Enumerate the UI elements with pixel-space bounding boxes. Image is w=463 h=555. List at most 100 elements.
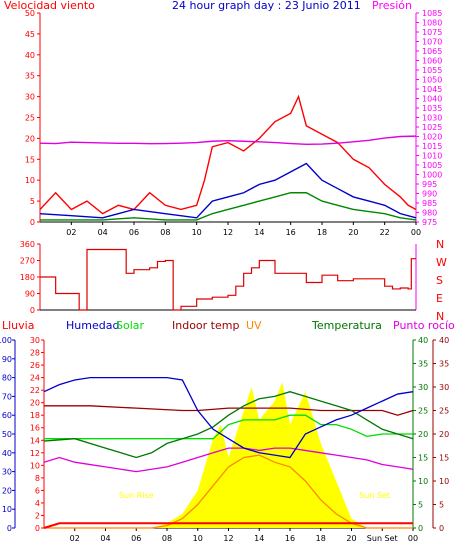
uv-label: UV xyxy=(246,319,262,332)
humidity-tick-label: 40 xyxy=(2,449,12,458)
wind-direction-chart: 0 90 180 270 360 xyxy=(20,240,417,315)
dir-letter-w: W xyxy=(436,256,447,269)
left-tick-label: 30 xyxy=(25,93,35,102)
x-tick-label: 16 xyxy=(285,534,295,543)
right-tick-label: 990 xyxy=(422,190,437,199)
x-tick-label: 02 xyxy=(66,228,76,237)
right-red-tick-label: 25 xyxy=(439,407,449,416)
right-tick-label: 1040 xyxy=(422,95,442,104)
x-tick-label: 20 xyxy=(348,228,358,237)
right-green-tick-label: 25 xyxy=(418,407,428,416)
right-green-tick-label: 0 xyxy=(418,524,423,533)
x-tick-label: 08 xyxy=(162,534,172,543)
x-tick-label: 08 xyxy=(160,228,170,237)
humidity-tick-label: 50 xyxy=(2,430,12,439)
left-tick-label: 0 xyxy=(30,306,35,315)
x-tick-label: 18 xyxy=(317,228,327,237)
humidity-tick-label: 100 xyxy=(0,336,12,345)
left-tick-label: 0 xyxy=(30,218,35,227)
temp-tick-label: 0 xyxy=(35,524,40,533)
humidity-tick-label: 80 xyxy=(2,374,12,383)
right-green-tick-label: 15 xyxy=(418,454,428,463)
x-tick-label: 10 xyxy=(192,228,202,237)
right-tick-label: 1075 xyxy=(422,28,442,37)
x-tick-label: 22 xyxy=(380,228,390,237)
x-tick-label: 10 xyxy=(193,534,203,543)
right-green-tick-label: 10 xyxy=(418,477,428,486)
temp-tick-label: 28 xyxy=(30,349,40,358)
right-tick-label: 1005 xyxy=(422,161,442,170)
right-red-tick-label: 40 xyxy=(439,336,449,345)
x-tick-label: 04 xyxy=(98,228,108,237)
temp-tick-label: 24 xyxy=(30,374,40,383)
right-tick-label: 975 xyxy=(422,218,437,227)
indoor-temp-label: Indoor temp xyxy=(172,319,239,332)
dew-point-label: Punto rocío xyxy=(393,319,455,332)
humidity-tick-label: 10 xyxy=(2,505,12,514)
humidity-tick-label: 0 xyxy=(7,524,12,533)
x-tick-label: 14 xyxy=(254,228,264,237)
series-line-avg xyxy=(40,192,417,221)
right-tick-label: 1080 xyxy=(422,19,442,28)
right-tick-label: 1065 xyxy=(422,47,442,56)
humidity-tick-label: 60 xyxy=(2,411,12,420)
left-tick-label: 40 xyxy=(25,51,35,60)
right-tick-label: 1070 xyxy=(422,38,442,47)
x-tick-label: Sun Set xyxy=(367,534,398,543)
x-tick-label: 18 xyxy=(316,534,326,543)
left-tick-label: 25 xyxy=(25,114,35,123)
left-tick-label: 5 xyxy=(30,197,35,206)
left-tick-label: 270 xyxy=(20,257,35,266)
temp-tick-label: 14 xyxy=(30,436,40,445)
x-tick-label: 12 xyxy=(223,534,233,543)
right-red-tick-label: 20 xyxy=(439,430,449,439)
left-tick-label: 90 xyxy=(25,290,35,299)
dir-letter-n-top: N xyxy=(436,238,444,251)
x-tick-label: 00 xyxy=(411,228,421,237)
series-line-gust xyxy=(39,94,417,215)
right-tick-label: 1025 xyxy=(422,123,442,132)
temp-tick-label: 4 xyxy=(35,499,40,508)
temp-tick-label: 30 xyxy=(30,336,40,345)
dir-letter-n-bottom: N xyxy=(436,310,444,323)
pressure-title: Presión xyxy=(372,0,412,12)
right-green-tick-label: 20 xyxy=(418,430,428,439)
temp-tick-label: 26 xyxy=(30,361,40,370)
humidity-label: Humedad xyxy=(66,319,119,332)
right-red-tick-label: 0 xyxy=(439,524,444,533)
x-tick-label: 06 xyxy=(129,228,139,237)
x-tick-label: 00 xyxy=(408,534,418,543)
right-tick-label: 1050 xyxy=(422,76,442,85)
x-tick-label: 02 xyxy=(70,534,80,543)
right-red-tick-label: 5 xyxy=(439,501,444,510)
left-tick-label: 35 xyxy=(25,72,35,81)
right-tick-label: 1010 xyxy=(422,152,442,161)
humidity-temperature-chart: 0102030405060708090100024681012141618202… xyxy=(0,336,449,543)
x-tick-label: 20 xyxy=(346,534,356,543)
right-tick-label: 1015 xyxy=(422,142,442,151)
series-line-punto-rocío xyxy=(43,447,414,473)
right-green-tick-label: 40 xyxy=(418,336,428,345)
temp-tick-label: 18 xyxy=(30,411,40,420)
humidity-tick-label: 30 xyxy=(2,468,12,477)
right-green-tick-label: 35 xyxy=(418,360,428,369)
wind-pressure-chart: 0510152025303540455097598098599099510001… xyxy=(25,9,443,237)
x-tick-label: 06 xyxy=(131,534,141,543)
temp-tick-label: 22 xyxy=(30,386,40,395)
right-red-tick-label: 10 xyxy=(439,477,449,486)
right-tick-label: 1060 xyxy=(422,57,442,66)
rain-label: Lluvia xyxy=(2,319,34,332)
right-tick-label: 1020 xyxy=(422,133,442,142)
temp-tick-label: 6 xyxy=(35,486,40,495)
right-tick-label: 995 xyxy=(422,180,437,189)
right-tick-label: 1035 xyxy=(422,104,442,113)
temp-tick-label: 16 xyxy=(30,424,40,433)
left-tick-label: 10 xyxy=(25,176,35,185)
wind-speed-title: Velocidad viento xyxy=(4,0,95,12)
right-red-tick-label: 30 xyxy=(439,383,449,392)
series-line-temperatura xyxy=(43,391,414,459)
right-tick-label: 985 xyxy=(422,199,437,208)
humidity-tick-label: 90 xyxy=(2,355,12,364)
